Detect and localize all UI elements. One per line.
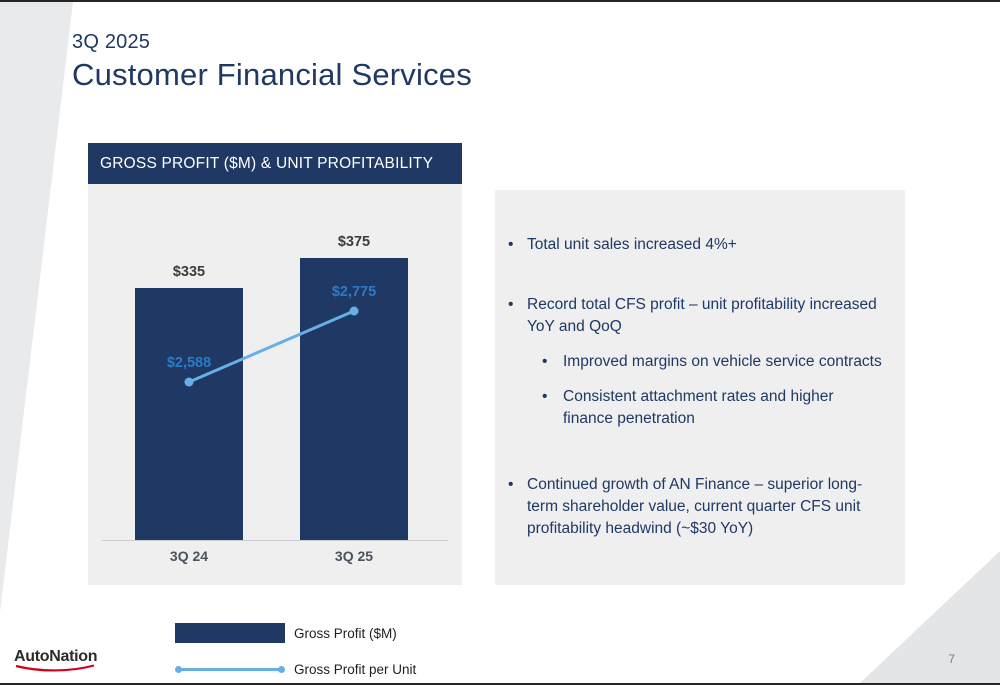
chart-title: GROSS PROFIT ($M) & UNIT PROFITABILITY bbox=[100, 155, 434, 172]
chart-legend: Gross Profit ($M) Gross Profit per Unit bbox=[175, 622, 416, 680]
top-border-line bbox=[0, 0, 1000, 2]
legend-line-stroke bbox=[178, 668, 282, 671]
bar-3q25 bbox=[300, 258, 408, 540]
autonation-logo: AutoNation bbox=[14, 648, 104, 672]
page-title: Customer Financial Services bbox=[72, 57, 472, 92]
commentary-panel: Total unit sales increased 4%+ Record to… bbox=[495, 190, 905, 585]
legend-bar-swatch bbox=[175, 623, 285, 643]
line-value-label-3q24: $2,588 bbox=[166, 355, 212, 371]
bullet-record-cfs-profit: Record total CFS profit – unit profitabi… bbox=[495, 294, 883, 338]
legend-item-per-unit: Gross Profit per Unit bbox=[175, 658, 416, 680]
sub-bullet-attachment: Consistent attachment rates and higher f… bbox=[495, 386, 883, 430]
legend-line-dot bbox=[175, 666, 182, 673]
page-number: 7 bbox=[948, 652, 955, 666]
per-unit-line-chart bbox=[184, 306, 359, 387]
x-axis-label-3q25: 3Q 25 bbox=[334, 548, 374, 564]
bullet-unit-sales: Total unit sales increased 4%+ bbox=[495, 234, 883, 256]
x-axis-label-3q24: 3Q 24 bbox=[169, 548, 209, 564]
per-unit-line bbox=[188, 309, 355, 384]
legend-item-gross-profit: Gross Profit ($M) bbox=[175, 622, 416, 644]
bottom-border-line bbox=[0, 683, 1000, 685]
bar-value-label-3q24: $335 bbox=[172, 264, 206, 280]
gross-profit-chart: $335 $375 $2,588 $2,775 3Q 24 3Q 25 bbox=[88, 184, 462, 585]
autonation-logo-text: AutoNation bbox=[14, 648, 98, 665]
slide-eyebrow: 3Q 2025 bbox=[72, 31, 151, 53]
bar-3q24 bbox=[135, 288, 243, 540]
line-value-label-3q25: $2,775 bbox=[331, 284, 377, 300]
chart-title-bar: GROSS PROFIT ($M) & UNIT PROFITABILITY bbox=[88, 143, 462, 184]
per-unit-marker-3q25 bbox=[349, 306, 359, 316]
logo-red-swoosh-icon bbox=[15, 664, 95, 672]
sub-bullet-margins: Improved margins on vehicle service cont… bbox=[495, 351, 883, 373]
bar-value-label-3q25: $375 bbox=[337, 234, 371, 250]
bullet-an-finance: Continued growth of AN Finance – superio… bbox=[495, 474, 883, 540]
title-block: 3Q 2025 Customer Financial Services bbox=[72, 31, 472, 93]
legend-line-swatch bbox=[175, 659, 285, 679]
legend-label: Gross Profit per Unit bbox=[294, 661, 417, 677]
x-axis-line bbox=[102, 540, 448, 541]
legend-label: Gross Profit ($M) bbox=[294, 625, 397, 641]
legend-line-dot bbox=[278, 666, 285, 673]
per-unit-marker-3q24 bbox=[184, 377, 194, 387]
left-diagonal-decoration bbox=[0, 2, 73, 612]
